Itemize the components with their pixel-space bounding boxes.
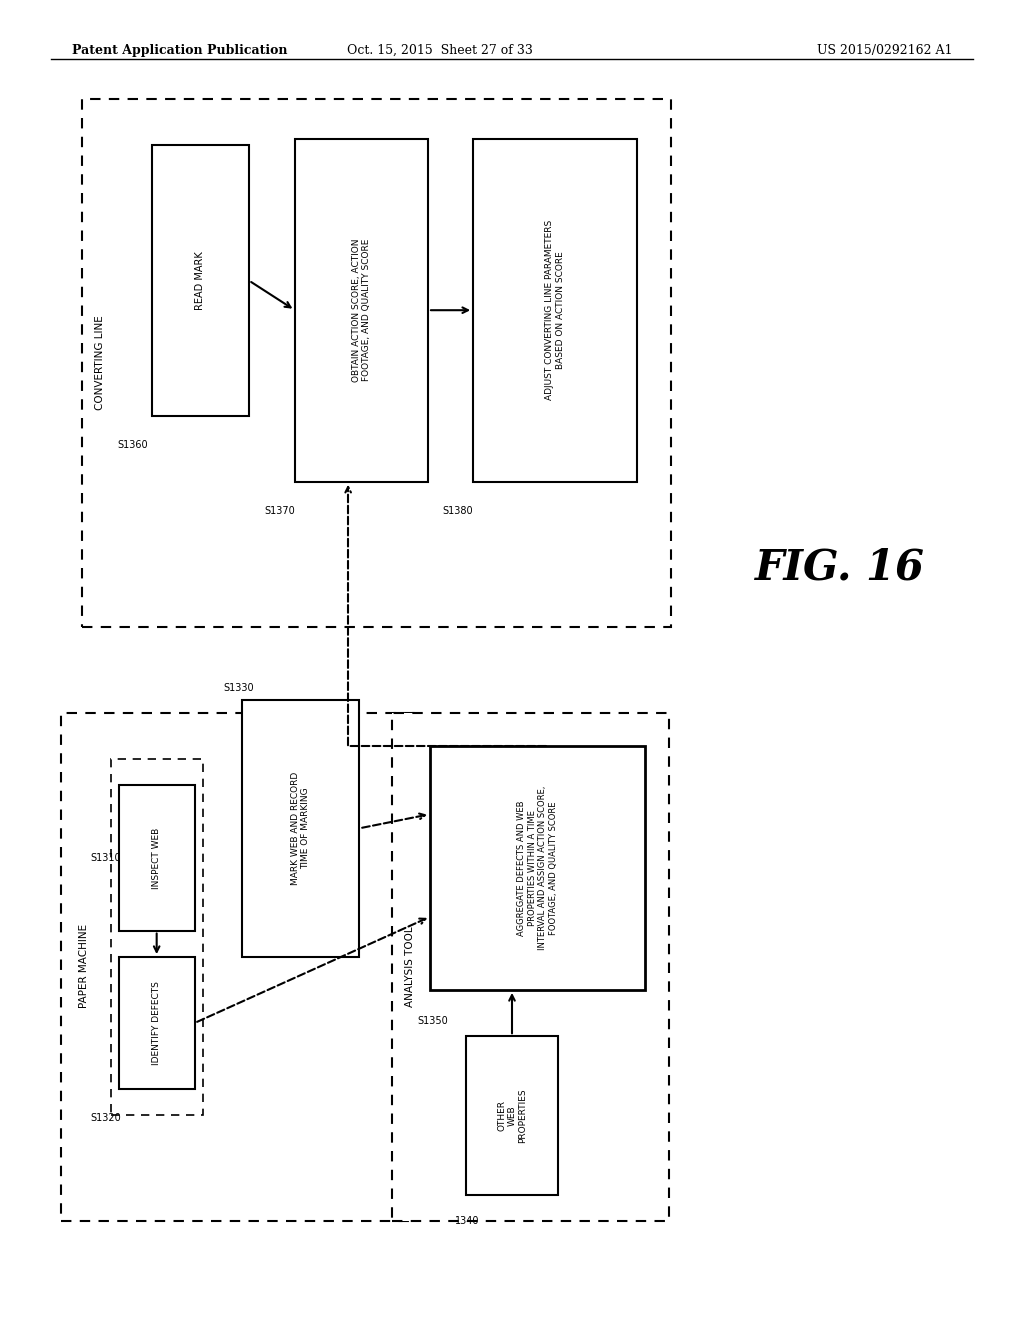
Text: INSPECT WEB: INSPECT WEB bbox=[153, 828, 161, 888]
Bar bbox=[119, 957, 195, 1089]
Bar bbox=[152, 145, 249, 416]
Text: S1320: S1320 bbox=[90, 1113, 121, 1123]
Text: S1370: S1370 bbox=[264, 506, 295, 516]
Text: FIG. 16: FIG. 16 bbox=[755, 546, 925, 589]
Text: IDENTIFY DEFECTS: IDENTIFY DEFECTS bbox=[153, 981, 161, 1065]
Text: CONVERTING LINE: CONVERTING LINE bbox=[95, 315, 105, 411]
Bar bbox=[119, 785, 195, 931]
Text: OTHER
WEB
PROPERTIES: OTHER WEB PROPERTIES bbox=[497, 1088, 527, 1143]
Text: ADJUST CONVERTING LINE PARAMETERS
BASED ON ACTION SCORE: ADJUST CONVERTING LINE PARAMETERS BASED … bbox=[546, 220, 564, 400]
Bar bbox=[466, 1036, 558, 1195]
Bar bbox=[242, 700, 359, 957]
Text: ANALYSIS TOOL: ANALYSIS TOOL bbox=[404, 925, 415, 1007]
Text: READ MARK: READ MARK bbox=[196, 251, 205, 310]
Bar bbox=[473, 139, 637, 482]
Text: OBTAIN ACTION SCORE, ACTION
FOOTAGE, AND QUALITY SCORE: OBTAIN ACTION SCORE, ACTION FOOTAGE, AND… bbox=[352, 239, 371, 381]
Text: Patent Application Publication: Patent Application Publication bbox=[72, 44, 287, 57]
Bar bbox=[430, 746, 645, 990]
Text: Oct. 15, 2015  Sheet 27 of 33: Oct. 15, 2015 Sheet 27 of 33 bbox=[347, 44, 534, 57]
Text: 1340: 1340 bbox=[455, 1216, 479, 1226]
Text: S1360: S1360 bbox=[118, 440, 148, 450]
Bar bbox=[111, 759, 203, 1115]
Text: S1380: S1380 bbox=[442, 506, 473, 516]
Bar bbox=[295, 139, 428, 482]
Text: PAPER MACHINE: PAPER MACHINE bbox=[79, 924, 89, 1008]
Bar bbox=[82, 99, 671, 627]
Text: S1350: S1350 bbox=[418, 1016, 449, 1027]
Bar bbox=[392, 713, 669, 1221]
Text: S1310: S1310 bbox=[90, 853, 121, 863]
Text: US 2015/0292162 A1: US 2015/0292162 A1 bbox=[817, 44, 952, 57]
Text: S1330: S1330 bbox=[223, 682, 254, 693]
Text: AGGREGATE DEFECTS AND WEB
PROPERTIES WITHIN A TIME
INTERVAL AND ASSIGN ACTION SC: AGGREGATE DEFECTS AND WEB PROPERTIES WIT… bbox=[517, 785, 558, 950]
Bar bbox=[61, 713, 415, 1221]
Text: MARK WEB AND RECORD
TIME OF MARKING: MARK WEB AND RECORD TIME OF MARKING bbox=[291, 772, 310, 884]
